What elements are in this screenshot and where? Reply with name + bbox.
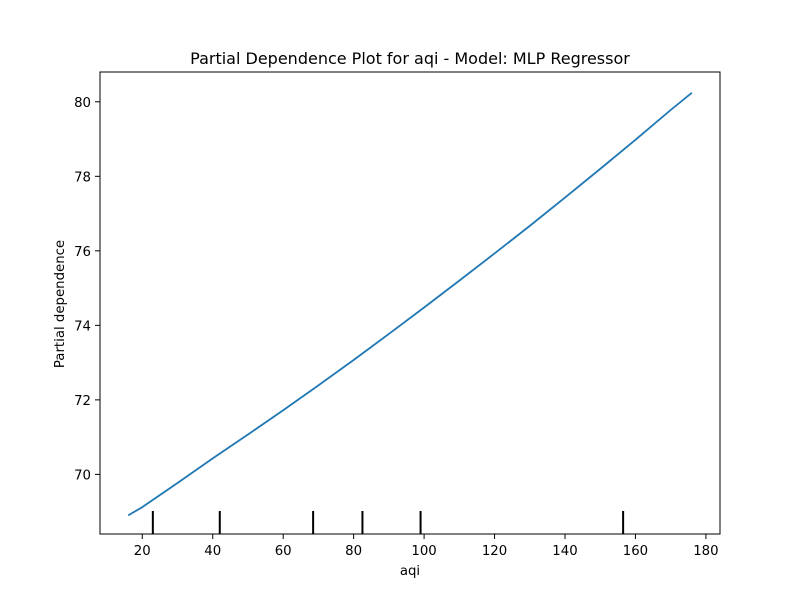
x-tick-label: 140 [552,544,577,559]
y-axis-label: Partial dependence [53,240,68,368]
x-tick-label: 60 [275,544,292,559]
axes-frame [99,71,721,535]
chart-title: Partial Dependence Plot for aqi - Model:… [190,49,630,68]
x-axis: 20 40 60 80 100 120 140 160 180 [134,534,719,559]
y-tick-label: 80 [74,96,91,111]
y-tick-label: 70 [74,468,91,483]
series-line [127,92,693,517]
rug-marks [151,511,625,534]
y-tick-label: 78 [74,170,91,185]
x-tick-label: 120 [482,544,507,559]
x-tick-label: 160 [623,544,648,559]
plot-area [99,71,721,535]
x-tick-label: 20 [134,544,151,559]
x-tick-label: 40 [204,544,221,559]
y-tick-label: 76 [74,245,91,260]
data-lines [127,92,693,517]
y-axis: 70 72 74 76 78 80 [74,96,100,483]
x-tick-label: 180 [693,544,718,559]
x-tick-label: 100 [411,544,436,559]
plot-background [100,72,720,534]
x-tick-label: 80 [345,544,362,559]
y-tick-label: 72 [74,394,91,409]
y-tick-label: 74 [74,319,91,334]
x-axis-label: aqi [400,564,420,579]
